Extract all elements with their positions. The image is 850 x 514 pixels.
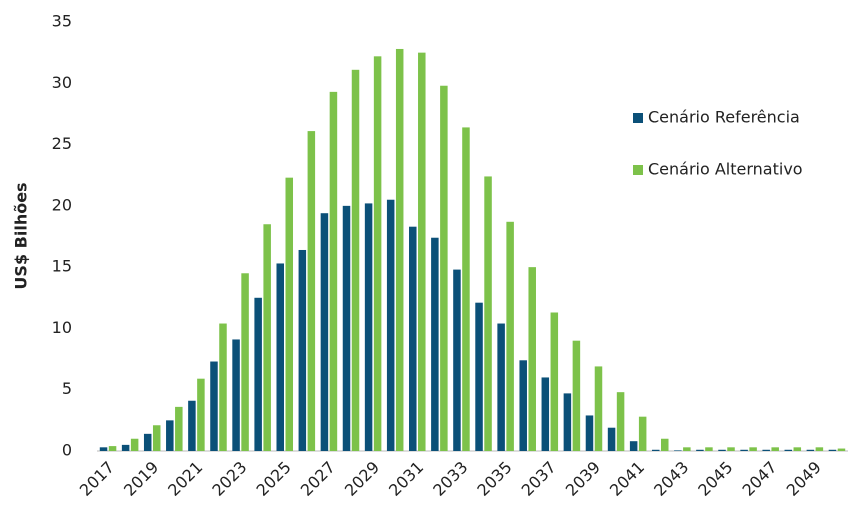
bar: [351, 69, 360, 451]
bar: [607, 427, 616, 451]
bar: [550, 312, 559, 451]
x-tick-label: 2027: [297, 458, 339, 500]
bar: [166, 420, 174, 451]
bar: [152, 425, 161, 451]
bar: [431, 237, 439, 451]
x-tick-label: 2019: [120, 458, 162, 500]
x-tick-label: 2037: [518, 458, 560, 500]
x-tick-label: 2033: [429, 458, 471, 500]
bar: [749, 447, 757, 451]
bar: [99, 447, 108, 451]
bar: [519, 360, 527, 451]
bar: [418, 52, 426, 452]
legend-swatch: [633, 113, 643, 123]
x-tick-label: 2021: [164, 458, 206, 500]
bar: [373, 56, 382, 451]
bar: [762, 449, 770, 451]
bar: [541, 377, 550, 451]
x-tick-label: 2043: [650, 458, 692, 500]
bar: [828, 449, 837, 451]
bar: [696, 449, 704, 451]
bar: [506, 221, 514, 451]
x-tick-label: 2039: [562, 458, 604, 500]
y-tick-label: 30: [52, 73, 72, 92]
x-tick-label: 2035: [473, 458, 515, 500]
bar: [740, 449, 748, 451]
y-tick-label: 10: [52, 318, 72, 337]
bar: [329, 91, 338, 451]
bar: [210, 361, 218, 451]
bar: [784, 449, 793, 451]
legend-label: Cenário Alternativo: [648, 160, 803, 179]
x-tick-label: 2049: [783, 458, 825, 500]
bar: [386, 199, 395, 451]
bar: [462, 127, 470, 451]
bar: [629, 441, 638, 451]
bar: [197, 378, 205, 451]
bar: [594, 366, 603, 451]
bar: [364, 203, 373, 451]
y-tick-label: 5: [62, 379, 72, 398]
bar: [638, 416, 647, 451]
bar: [409, 226, 417, 451]
bar: [241, 273, 249, 451]
bar: [263, 224, 271, 451]
y-tick-label: 20: [52, 195, 72, 214]
bar: [219, 323, 227, 451]
bar: [298, 249, 307, 451]
bar: [651, 449, 660, 451]
y-tick-label: 25: [52, 134, 72, 153]
bar: [121, 444, 130, 451]
bar: [232, 339, 240, 451]
bar: [395, 48, 404, 452]
y-tick-label: 35: [52, 12, 72, 31]
bar: [453, 269, 461, 451]
legend-swatch: [633, 165, 643, 175]
x-tick-label: 2041: [606, 458, 648, 500]
bar: [285, 177, 294, 451]
bar: [108, 446, 117, 451]
x-tick-label: 2025: [253, 458, 295, 500]
x-tick-label: 2045: [694, 458, 736, 500]
bar: [585, 415, 594, 451]
bar: [440, 85, 448, 451]
bar: [616, 392, 625, 451]
bar: [130, 438, 139, 451]
bar: [528, 267, 536, 451]
x-tick-label: 2017: [76, 458, 118, 500]
bar: [674, 450, 682, 451]
legend-label: Cenário Referência: [648, 108, 800, 127]
bar: [572, 340, 581, 451]
bar: [661, 438, 669, 451]
bar: [771, 447, 779, 451]
bar: [276, 263, 284, 451]
x-tick-label: 2029: [341, 458, 383, 500]
bar: [815, 447, 824, 451]
bar: [254, 297, 262, 451]
bar: [683, 447, 691, 451]
y-tick-label: 0: [62, 441, 72, 460]
bar: [320, 213, 329, 451]
x-tick-label: 2031: [385, 458, 427, 500]
bar: [475, 302, 483, 451]
bar: [342, 205, 351, 451]
bar: [143, 433, 152, 451]
bar: [175, 406, 183, 451]
bar: [497, 323, 505, 451]
bar: [837, 448, 846, 451]
bar: [793, 447, 802, 451]
bar: [718, 449, 726, 451]
y-axis-title: US$ Bilhões: [12, 182, 31, 289]
bar: [307, 131, 316, 452]
bar: [705, 447, 713, 451]
bar: [806, 449, 815, 451]
bar: [484, 176, 492, 451]
x-tick-label: 2047: [738, 458, 780, 500]
bar: [563, 393, 572, 451]
bar: [727, 447, 735, 451]
bar: [188, 400, 196, 451]
y-tick-label: 15: [52, 257, 72, 276]
x-tick-label: 2023: [208, 458, 250, 500]
